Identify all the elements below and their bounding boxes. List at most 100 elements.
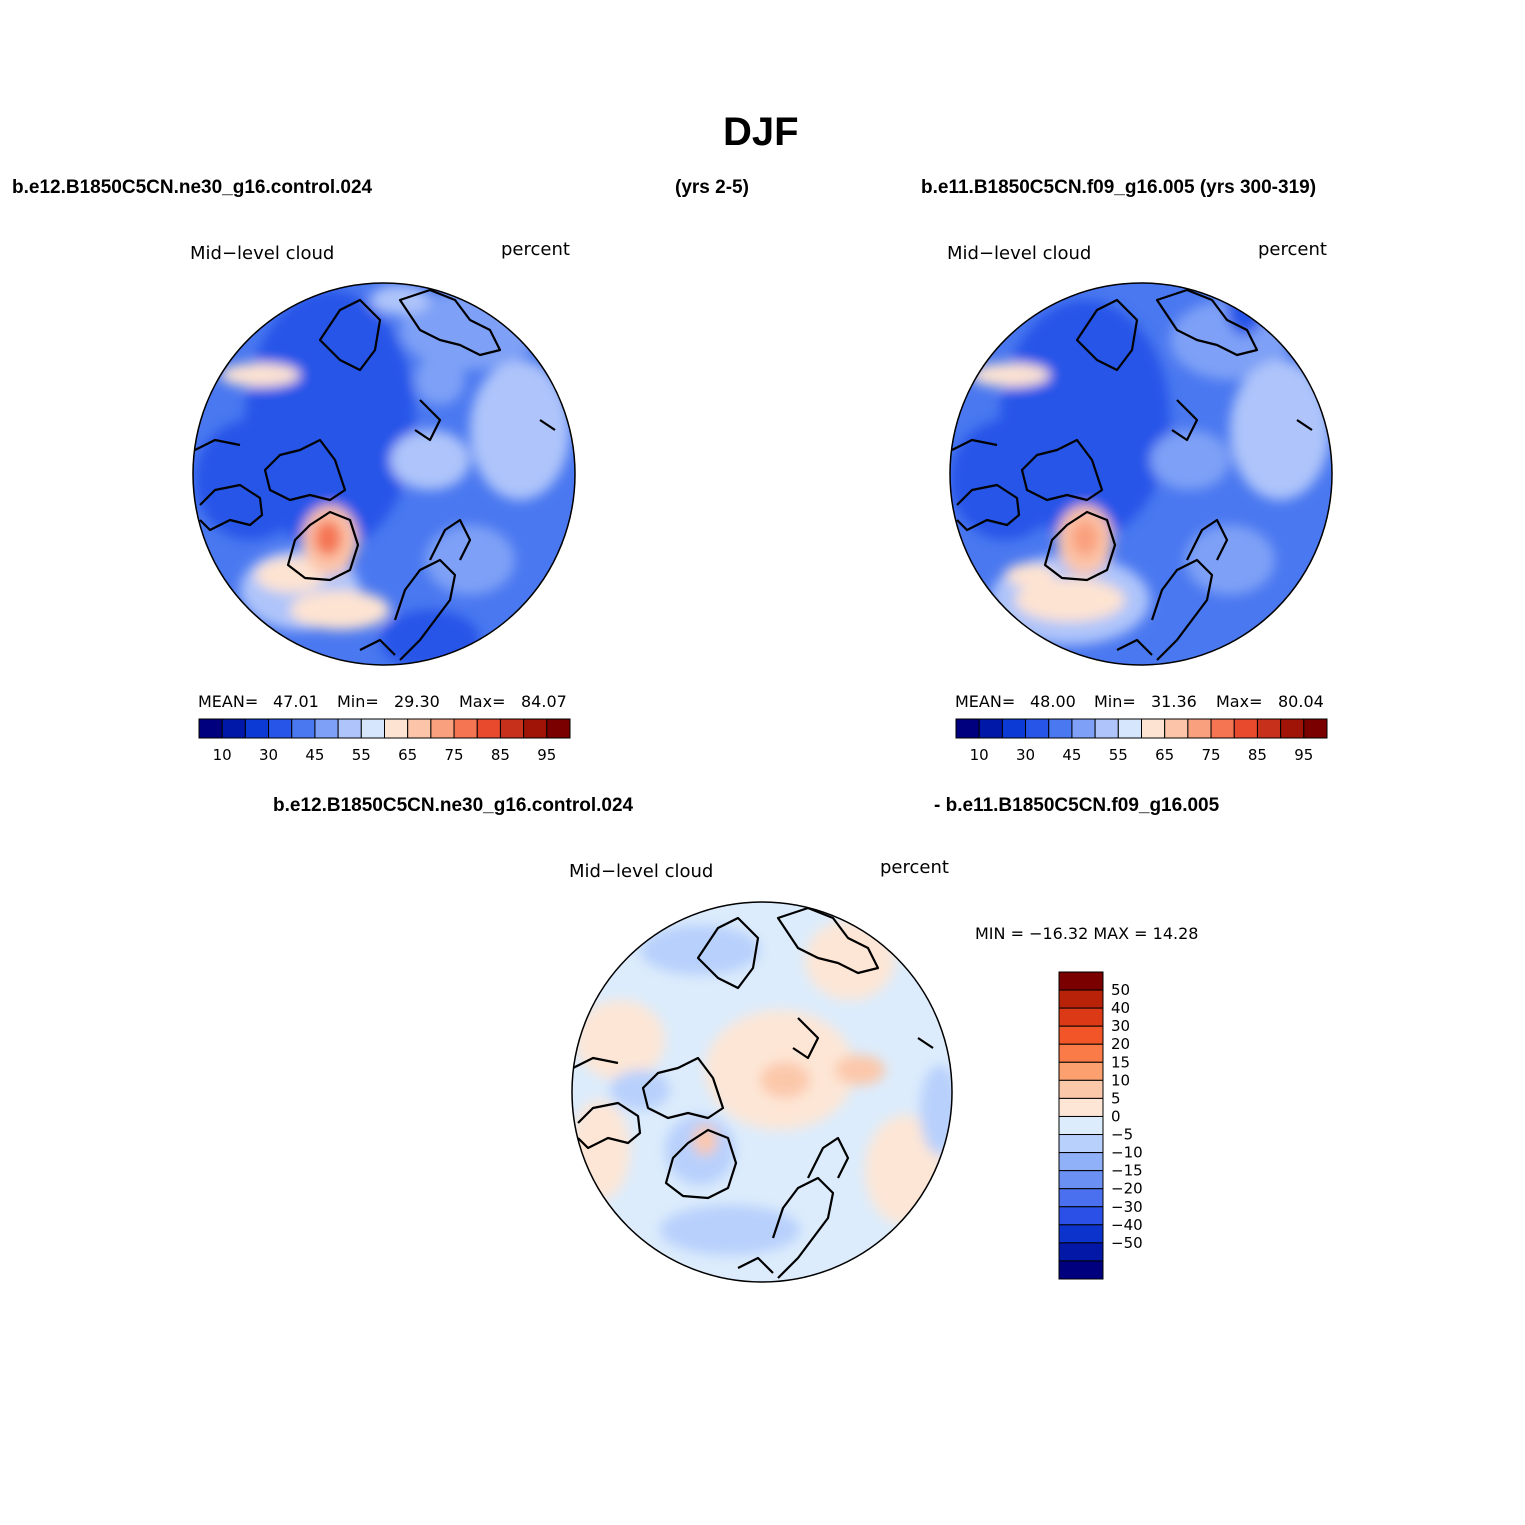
colorbar-tick-label: 65	[1155, 746, 1174, 764]
colorbar-tick-label: −30	[1111, 1198, 1143, 1216]
colorbar-box	[1071, 718, 1096, 739]
panel2-colorbar: 10 30 45 55 65 75 85 95	[955, 718, 1328, 764]
colorbar-box	[1058, 989, 1104, 1009]
colorbar-tick-label: 40	[1111, 999, 1130, 1017]
colorbar-tick-label: 10	[213, 746, 232, 764]
colorbar-box	[384, 718, 409, 739]
colorbar-tick-label: 65	[398, 746, 417, 764]
colorbar-box	[1303, 718, 1328, 739]
colorbar-box	[221, 718, 246, 739]
colorbar-box	[476, 718, 501, 739]
panel1-max-label: Max=	[459, 692, 506, 711]
colorbar-box	[1048, 718, 1073, 739]
colorbar-box	[198, 718, 223, 739]
colorbar-box	[407, 718, 432, 739]
colorbar-tick-label: 95	[537, 746, 556, 764]
panel2-min: 31.36	[1151, 692, 1197, 711]
colorbar-box	[1058, 1025, 1104, 1045]
colorbar-tick-label: 45	[305, 746, 324, 764]
colorbar-box	[1058, 1242, 1104, 1262]
colorbar-box	[1058, 1007, 1104, 1027]
colorbar-tick-label: 55	[1109, 746, 1128, 764]
colorbar-box	[1058, 1260, 1104, 1280]
colorbar-box	[291, 718, 316, 739]
colorbar-box	[1058, 1115, 1104, 1136]
colorbar-tick-label: −20	[1111, 1180, 1143, 1198]
colorbar-tick-label: 0	[1111, 1107, 1121, 1125]
colorbar-tick-label: −5	[1111, 1126, 1133, 1144]
colorbar-box	[1058, 1043, 1104, 1063]
colorbar-box	[1058, 1061, 1104, 1081]
colorbar-box	[1280, 718, 1305, 739]
colorbar-box	[1058, 1152, 1104, 1172]
panel2-units: percent	[1258, 239, 1327, 260]
colorbar-tick-label: 75	[445, 746, 464, 764]
colorbar-box	[1001, 718, 1027, 739]
panel2-min-label: Min=	[1094, 692, 1136, 711]
colorbar-box	[1058, 1206, 1104, 1226]
colorbar-box	[1141, 718, 1166, 739]
colorbar-box	[1025, 718, 1050, 739]
colorbar-tick-label: 50	[1111, 981, 1130, 999]
colorbar-box	[1058, 1170, 1104, 1190]
colorbar-tick-label: −50	[1111, 1234, 1143, 1252]
colorbar-box	[546, 718, 571, 739]
colorbar-box	[453, 718, 478, 739]
colorbar-box	[955, 718, 980, 739]
colorbar-box	[523, 718, 548, 739]
colorbar-box	[337, 718, 362, 739]
colorbar-box	[1058, 1134, 1104, 1154]
colorbar-tick-label: 30	[259, 746, 278, 764]
colorbar-box	[1058, 1224, 1104, 1244]
colorbar-box	[1164, 718, 1189, 739]
colorbar-box	[1058, 1097, 1104, 1117]
panel3-variable: Mid−level cloud	[569, 861, 714, 882]
header-years: (yrs 2-5)	[675, 177, 749, 198]
colorbar-tick-label: −10	[1111, 1144, 1143, 1162]
colorbar-box	[1058, 1079, 1104, 1099]
colorbar-tick-label: 45	[1062, 746, 1081, 764]
panel2-mean: 48.00	[1030, 692, 1076, 711]
panel1-colorbar: 10 30 45 55 65 75 85 95	[198, 718, 571, 764]
colorbar-tick-label: 15	[1111, 1053, 1130, 1071]
colorbar-box	[1187, 718, 1212, 739]
colorbar-tick-label: −15	[1111, 1162, 1143, 1180]
colorbar-box	[1210, 718, 1235, 739]
colorbar-box	[360, 718, 385, 739]
colorbar-box	[430, 718, 455, 739]
colorbar-tick-label: 30	[1111, 1017, 1130, 1035]
header-left-case: b.e12.B1850C5CN.ne30_g16.control.024	[12, 177, 373, 198]
panel2-mean-label: MEAN=	[955, 692, 1016, 711]
colorbar-box	[978, 718, 1003, 739]
panel2-variable: Mid−level cloud	[947, 243, 1092, 264]
colorbar-box	[1094, 718, 1119, 739]
colorbar-box	[1058, 971, 1104, 991]
colorbar-tick-label: 20	[1111, 1035, 1130, 1053]
colorbar-box	[1256, 718, 1282, 739]
colorbar-box	[244, 718, 270, 739]
panel1-mean-label: MEAN=	[198, 692, 259, 711]
colorbar-box	[499, 718, 525, 739]
colorbar-box	[1117, 718, 1142, 739]
colorbar-box	[1233, 718, 1258, 739]
diff-title-right: - b.e11.B1850C5CN.f09_g16.005	[934, 795, 1220, 816]
colorbar-box	[268, 718, 293, 739]
panel1-variable: Mid−level cloud	[190, 243, 335, 264]
panel1-min-label: Min=	[337, 692, 379, 711]
panel3-units: percent	[880, 857, 949, 878]
panel2-max-label: Max=	[1216, 692, 1263, 711]
colorbar-tick-label: 30	[1016, 746, 1035, 764]
colorbar-tick-label: 85	[491, 746, 510, 764]
panel1-mean: 47.01	[273, 692, 319, 711]
diff-title-left: b.e12.B1850C5CN.ne30_g16.control.024	[273, 795, 634, 816]
colorbar-tick-label: 55	[352, 746, 371, 764]
figure-title: DJF	[723, 110, 799, 154]
panel1-min: 29.30	[394, 692, 440, 711]
panel2-map	[949, 282, 1333, 666]
panel3-map	[571, 901, 953, 1283]
panel1-map	[192, 282, 576, 666]
panel2-max: 80.04	[1278, 692, 1324, 711]
colorbar-tick-label: 75	[1202, 746, 1221, 764]
